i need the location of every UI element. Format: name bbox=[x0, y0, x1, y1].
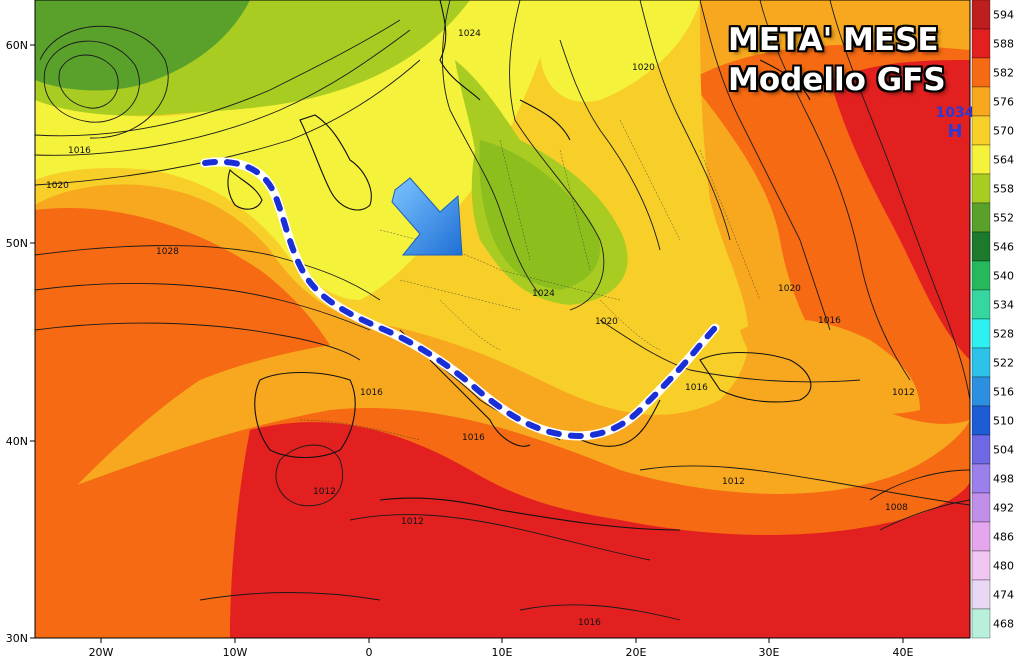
colorbar-label: 480 bbox=[993, 560, 1014, 573]
isobar-label: 1016 bbox=[685, 383, 708, 393]
colorbar-swatch bbox=[971, 318, 991, 349]
isobar-label: 1020 bbox=[595, 317, 618, 327]
isobar-labels: 1024 1020 1016 1020 1028 1024 1020 1020 … bbox=[46, 29, 915, 628]
colorbar-label: 576 bbox=[993, 96, 1014, 109]
isobar-label: 1016 bbox=[68, 146, 91, 156]
trough-dashed-line-inner bbox=[202, 159, 718, 439]
lon-label: 20E bbox=[626, 646, 647, 659]
lat-label: 60N bbox=[6, 39, 28, 52]
colorbar-swatch bbox=[971, 434, 991, 465]
colorbar-swatch bbox=[971, 260, 991, 291]
colorbar-swatch bbox=[971, 550, 991, 581]
colorbar-label: 552 bbox=[993, 212, 1014, 225]
map-title: META' MESE Modello GFS bbox=[728, 20, 948, 100]
colorbar-legend: 594 588 582 576 570 564 558 552 546 540 534 528 522 5… bbox=[971, 0, 1014, 639]
latitude-labels: 60N 50N 40N 30N bbox=[6, 39, 28, 645]
colorbar-swatch bbox=[971, 115, 991, 146]
colorbar-swatch bbox=[971, 492, 991, 523]
isobar-label: 1012 bbox=[892, 388, 915, 398]
title-line-2: Modello GFS bbox=[728, 62, 946, 98]
title-line-1: META' MESE bbox=[728, 22, 939, 58]
colorbar-label: 474 bbox=[993, 589, 1014, 602]
isobar-label: 1012 bbox=[722, 477, 745, 487]
isobar-label: 1024 bbox=[532, 289, 555, 299]
isobar-label: 1016 bbox=[360, 388, 383, 398]
high-pressure-center: 1034 H bbox=[936, 105, 975, 142]
high-pressure-value: 1034 bbox=[936, 105, 975, 121]
colorbar-swatch bbox=[971, 289, 991, 320]
isobar-label: 1020 bbox=[778, 284, 801, 294]
axis-ticks bbox=[30, 44, 904, 643]
coastlines bbox=[227, 0, 812, 531]
colorbar-swatch bbox=[971, 521, 991, 552]
colorbar-swatch bbox=[971, 376, 991, 407]
colorbar-label: 564 bbox=[993, 154, 1014, 167]
lon-label: 30E bbox=[759, 646, 780, 659]
colorbar-swatch bbox=[971, 231, 991, 262]
colorbar-label: 522 bbox=[993, 357, 1014, 370]
lon-label: 10W bbox=[223, 646, 248, 659]
isobar-label: 1016 bbox=[818, 316, 841, 326]
isobar-label: 1012 bbox=[401, 517, 424, 527]
colorbar-swatch bbox=[971, 57, 991, 88]
colorbar-label: 468 bbox=[993, 618, 1014, 631]
isobar-label: 1012 bbox=[313, 487, 336, 497]
colorbar-label: 582 bbox=[993, 67, 1014, 80]
colorbar-label: 486 bbox=[993, 531, 1014, 544]
colorbar-swatch bbox=[971, 173, 991, 204]
lat-label: 30N bbox=[6, 632, 28, 645]
colorbar-swatch bbox=[971, 579, 991, 610]
isobar-label: 1024 bbox=[458, 29, 481, 39]
colorbar-label: 510 bbox=[993, 415, 1014, 428]
colorbar-swatch bbox=[971, 347, 991, 378]
lon-label: 0 bbox=[366, 646, 373, 659]
lat-label: 50N bbox=[6, 237, 28, 250]
colorbar-label: 540 bbox=[993, 270, 1014, 283]
colorbar-swatch bbox=[971, 0, 991, 30]
colorbar-label: 504 bbox=[993, 444, 1014, 457]
colorbar-swatch bbox=[971, 608, 991, 639]
colorbar-label: 558 bbox=[993, 183, 1014, 196]
lon-label: 40E bbox=[893, 646, 914, 659]
colorbar-label: 594 bbox=[993, 9, 1014, 22]
isobar-label: 1008 bbox=[885, 503, 908, 513]
colorbar-label: 528 bbox=[993, 328, 1014, 341]
colorbar-label: 498 bbox=[993, 473, 1014, 486]
colorbar-label: 570 bbox=[993, 125, 1014, 138]
colorbar-swatch bbox=[971, 28, 991, 59]
colorbar-label: 534 bbox=[993, 299, 1014, 312]
isobar-label: 1020 bbox=[46, 181, 69, 191]
lon-label: 20W bbox=[89, 646, 114, 659]
lon-label: 10E bbox=[492, 646, 513, 659]
colorbar-label: 492 bbox=[993, 502, 1014, 515]
colorbar-swatch bbox=[971, 405, 991, 436]
isobar-label: 1028 bbox=[156, 247, 179, 257]
geopotential-field bbox=[35, 0, 970, 638]
high-pressure-symbol: H bbox=[947, 121, 962, 142]
colorbar-swatch bbox=[971, 86, 991, 117]
colorbar-swatch bbox=[971, 144, 991, 175]
isobar-label: 1016 bbox=[462, 433, 485, 443]
colorbar-swatch bbox=[971, 463, 991, 494]
longitude-labels: 20W 10W 0 10E 20E 30E 40E bbox=[89, 646, 914, 659]
colorbar-label: 546 bbox=[993, 241, 1014, 254]
borders bbox=[299, 119, 761, 441]
isobar-label: 1020 bbox=[632, 63, 655, 73]
colorbar-label: 516 bbox=[993, 386, 1014, 399]
colorbar-label: 588 bbox=[993, 38, 1014, 51]
lat-label: 40N bbox=[6, 435, 28, 448]
colorbar-swatch bbox=[971, 202, 991, 233]
isobar-label: 1016 bbox=[578, 618, 601, 628]
arrow-icon bbox=[391, 177, 463, 256]
